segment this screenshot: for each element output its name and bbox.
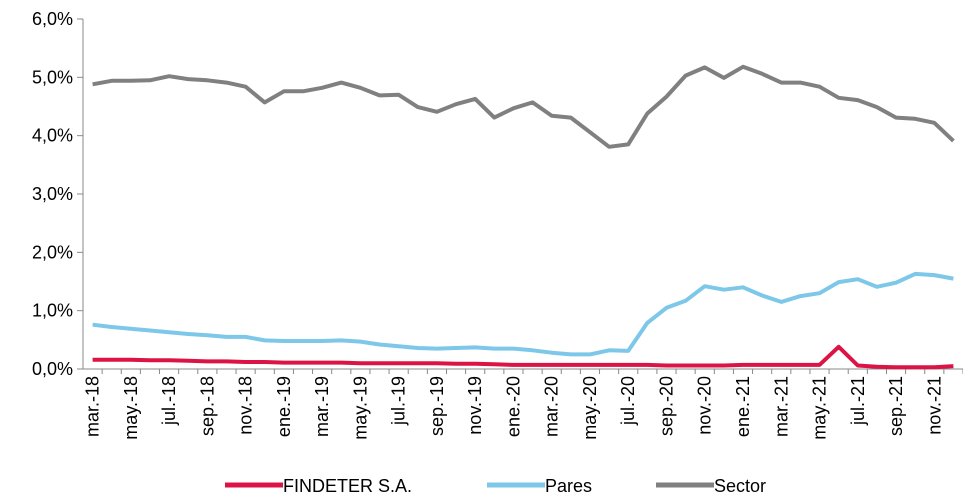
x-tick-label: nov.-21 (924, 376, 944, 435)
x-tick-label: may.-18 (121, 376, 141, 440)
x-tick-label: ene.-20 (503, 376, 523, 437)
series-line (92, 64, 955, 149)
x-tick-label: may.-19 (350, 376, 370, 440)
x-tick-label: jul.-19 (389, 376, 409, 426)
legend-label: Sector (714, 476, 766, 496)
x-tick-label: mar.-20 (542, 376, 562, 437)
x-tick-label: jul.-18 (159, 376, 179, 426)
y-tick-label: 4,0% (32, 126, 73, 146)
x-tick-label: ene.-19 (274, 376, 294, 437)
y-tick-label: 1,0% (32, 301, 73, 321)
series-line (92, 271, 954, 357)
y-tick-label: 2,0% (32, 242, 73, 262)
x-tick-label: jul.-20 (618, 376, 638, 426)
y-tick-label: 5,0% (32, 67, 73, 87)
series-line (92, 344, 954, 370)
x-tick-label: may.-21 (810, 376, 830, 440)
y-tick-label: 3,0% (32, 184, 73, 204)
x-tick-label: ene.-21 (733, 376, 753, 437)
x-tick-label: sep.-18 (197, 376, 217, 436)
legend-label: FINDETER S.A. (283, 476, 412, 496)
x-tick-label: sep.-21 (886, 376, 906, 436)
x-tick-label: sep.-20 (656, 376, 676, 436)
x-tick-label: mar.-21 (771, 376, 791, 437)
legend-label: Pares (545, 476, 592, 496)
x-tick-label: sep.-19 (427, 376, 447, 436)
x-tick-label: nov.-20 (695, 376, 715, 435)
y-tick-label: 0,0% (32, 359, 73, 379)
x-tick-label: nov.-19 (465, 376, 485, 435)
x-tick-label: may.-20 (580, 376, 600, 440)
x-tick-label: nov.-18 (236, 376, 256, 435)
x-tick-label: mar.-19 (312, 376, 332, 437)
x-tick-label: mar.-18 (83, 376, 103, 437)
y-tick-label: 6,0% (32, 9, 73, 29)
x-tick-label: jul.-21 (848, 376, 868, 426)
